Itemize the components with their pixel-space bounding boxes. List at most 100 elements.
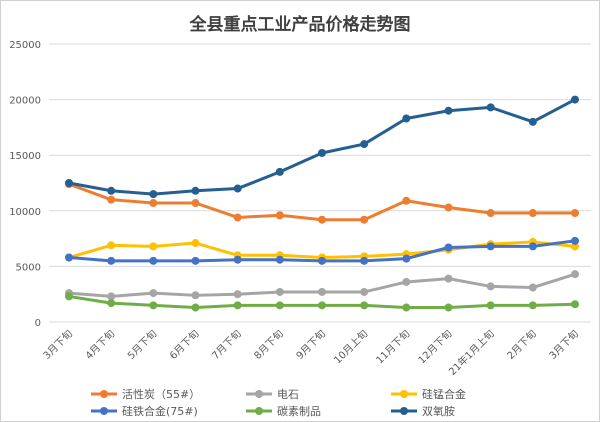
data-point bbox=[571, 300, 579, 309]
data-point bbox=[486, 242, 495, 251]
data-point bbox=[444, 303, 453, 312]
legend-label: 硅锰合金 bbox=[422, 387, 466, 401]
data-point bbox=[360, 301, 369, 310]
data-point bbox=[318, 301, 326, 310]
data-point bbox=[571, 242, 579, 251]
legend-swatch-marker bbox=[100, 407, 108, 415]
data-point bbox=[233, 213, 242, 222]
legend-label: 电石 bbox=[277, 388, 299, 401]
data-point bbox=[275, 301, 284, 310]
data-point bbox=[191, 239, 200, 248]
legend-label: 碳素制品 bbox=[277, 404, 321, 418]
data-point bbox=[149, 190, 158, 199]
data-point bbox=[149, 289, 158, 298]
data-point bbox=[191, 256, 200, 265]
data-point bbox=[360, 256, 369, 265]
data-point bbox=[318, 215, 326, 224]
data-point bbox=[486, 301, 495, 310]
x-tick-label: 10月上旬 bbox=[331, 327, 370, 366]
legend-label: 双氧胺 bbox=[422, 404, 455, 418]
data-point bbox=[107, 241, 116, 250]
data-point bbox=[191, 303, 200, 312]
data-point bbox=[107, 256, 116, 265]
data-point bbox=[360, 215, 369, 224]
data-point bbox=[402, 196, 411, 205]
data-point bbox=[571, 236, 579, 245]
y-tick-label: 5000 bbox=[16, 262, 41, 273]
data-point bbox=[233, 184, 242, 193]
data-point bbox=[149, 242, 158, 251]
data-point bbox=[275, 287, 284, 296]
y-tick-label: 20000 bbox=[9, 96, 41, 107]
data-point bbox=[402, 254, 411, 263]
data-point bbox=[107, 186, 116, 195]
x-tick-label: 2月下旬 bbox=[504, 327, 539, 362]
data-point bbox=[571, 270, 579, 279]
x-tick-label: 5月下旬 bbox=[125, 327, 160, 362]
x-tick-label: 11月下旬 bbox=[373, 327, 412, 366]
x-tick-label: 7月下旬 bbox=[209, 327, 244, 362]
legend-label: 活性炭（55#） bbox=[122, 387, 200, 401]
data-point bbox=[402, 277, 411, 286]
data-point bbox=[571, 209, 579, 218]
data-point bbox=[318, 148, 326, 157]
chart-title: 全县重点工业产品价格走势图 bbox=[189, 14, 411, 35]
data-point bbox=[360, 287, 369, 296]
data-point bbox=[65, 292, 73, 301]
data-point bbox=[486, 282, 495, 291]
data-point bbox=[149, 199, 158, 208]
data-point bbox=[275, 255, 284, 264]
data-point bbox=[275, 167, 284, 176]
x-tick-label: 12月下旬 bbox=[415, 327, 454, 366]
legend-swatch-marker bbox=[400, 390, 408, 398]
data-point bbox=[444, 106, 453, 115]
x-tick-label: 3月下旬 bbox=[40, 327, 75, 362]
data-point bbox=[444, 243, 453, 252]
data-point bbox=[402, 303, 411, 312]
x-tick-label: 8月下旬 bbox=[251, 327, 286, 362]
legend-swatch-marker bbox=[100, 390, 108, 398]
data-point bbox=[444, 274, 453, 283]
y-tick-label: 25000 bbox=[9, 40, 41, 51]
y-tick-label: 10000 bbox=[9, 207, 41, 218]
data-point bbox=[233, 290, 242, 299]
data-point bbox=[528, 209, 537, 218]
data-point bbox=[318, 256, 326, 265]
legend-swatch-marker bbox=[400, 407, 408, 415]
legend-swatch-marker bbox=[255, 407, 263, 415]
data-point bbox=[571, 95, 579, 104]
data-point bbox=[233, 255, 242, 264]
data-point bbox=[402, 114, 411, 123]
data-point bbox=[528, 242, 537, 251]
data-point bbox=[486, 209, 495, 218]
data-point bbox=[191, 186, 200, 195]
data-point bbox=[360, 140, 369, 149]
data-point bbox=[191, 199, 200, 208]
x-tick-label: 6月下旬 bbox=[167, 327, 202, 362]
data-point bbox=[191, 291, 200, 300]
x-tick-label: 21年1月上旬 bbox=[446, 327, 497, 378]
data-point bbox=[233, 301, 242, 310]
data-point bbox=[149, 301, 158, 310]
data-point bbox=[528, 283, 537, 292]
x-tick-label: 9月下旬 bbox=[293, 327, 328, 362]
legend-swatch-marker bbox=[255, 390, 263, 398]
data-point bbox=[318, 287, 326, 296]
series-line bbox=[68, 182, 575, 222]
data-point bbox=[486, 103, 495, 112]
data-point bbox=[107, 292, 116, 301]
data-point bbox=[107, 299, 116, 308]
series-line bbox=[68, 98, 576, 196]
data-point bbox=[65, 253, 73, 262]
x-tick-label: 3月下旬 bbox=[546, 327, 581, 362]
data-point bbox=[444, 203, 453, 212]
data-point bbox=[528, 301, 537, 310]
data-point bbox=[149, 256, 158, 265]
data-point bbox=[275, 211, 284, 220]
y-tick-label: 15000 bbox=[9, 151, 41, 162]
x-tick-label: 4月下旬 bbox=[82, 327, 117, 362]
data-point bbox=[107, 195, 116, 204]
y-tick-label: 0 bbox=[35, 318, 41, 329]
